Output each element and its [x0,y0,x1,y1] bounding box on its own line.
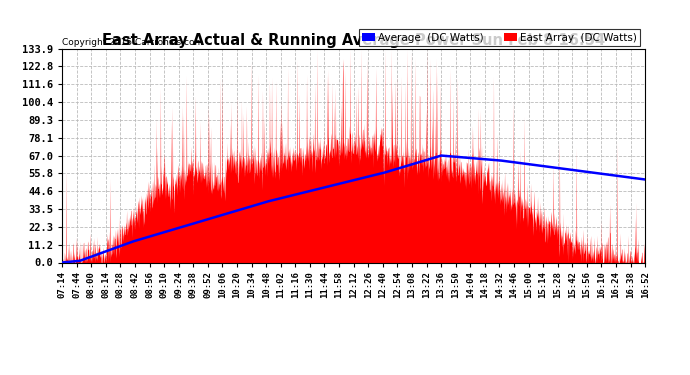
Legend: Average  (DC Watts), East Array  (DC Watts): Average (DC Watts), East Array (DC Watts… [359,29,640,46]
Title: East Array Actual & Running Average Power Sun Feb 8 16:54: East Array Actual & Running Average Powe… [102,33,605,48]
Text: Copyright 2015 Cartronics.com: Copyright 2015 Cartronics.com [62,38,204,46]
